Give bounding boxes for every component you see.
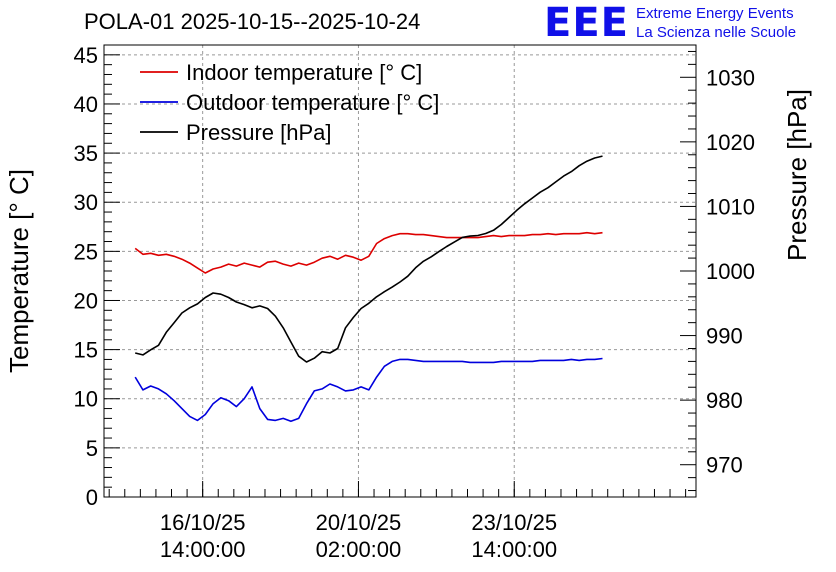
y-tick-label: 30 (74, 190, 98, 215)
logo-caption-line1: Extreme Energy Events (636, 5, 794, 22)
y-tick-label: 20 (74, 288, 98, 313)
y-tick-label: 45 (74, 43, 98, 68)
y2-tick-label: 1000 (706, 259, 755, 284)
y2-tick-label: 1020 (706, 130, 755, 155)
x-tick-label-date: 20/10/25 (316, 510, 402, 535)
x-tick-label-time: 14:00:00 (471, 537, 557, 562)
logo-caption-line2: La Scienza nelle Scuole (636, 24, 797, 41)
y-tick-label: 0 (86, 485, 98, 510)
y-tick-label: 5 (86, 436, 98, 461)
y-tick-label: 25 (74, 239, 98, 264)
axes: 0 5 10 15 20 25 30 35 40 45 970 980 990 1000 1010 1020 1… (4, 43, 812, 562)
y-tick-label: 35 (74, 141, 98, 166)
pressure-line (135, 155, 603, 363)
x-tick-label-date: 23/10/25 (471, 510, 557, 535)
x-tick-label-date: 16/10/25 (160, 510, 246, 535)
eee-logo: EEE (544, 0, 629, 46)
logo-caption: Extreme Energy Events La Scienza nelle S… (636, 4, 796, 42)
y2-tick-label: 1030 (706, 65, 755, 90)
x-tick-label-time: 14:00:00 (160, 537, 246, 562)
chart-title: POLA-01 2025-10-15--2025-10-24 (84, 9, 421, 34)
outdoor-temperature-line (134, 357, 603, 423)
legend-label: Pressure [hPa] (186, 120, 332, 145)
legend-label: Indoor temperature [° C] (186, 60, 422, 85)
indoor-temperature-line (134, 231, 603, 274)
y-axis-title: Temperature [° C] (4, 169, 34, 373)
y-tick-label: 40 (74, 92, 98, 117)
y2-tick-label: 1010 (706, 194, 755, 219)
gridlines (104, 45, 696, 498)
y2-tick-label: 970 (706, 453, 743, 478)
y2-tick-label: 990 (706, 324, 743, 349)
y2-axis-title: Pressure [hPa] (782, 89, 812, 261)
series-lines (134, 155, 603, 423)
x-tick-label-time: 02:00:00 (316, 537, 402, 562)
y2-tick-label: 980 (706, 388, 743, 413)
legend: Indoor temperature [° C] Outdoor temperat… (140, 60, 439, 145)
y-tick-label: 10 (74, 387, 98, 412)
y-tick-label: 15 (74, 338, 98, 363)
legend-label: Outdoor temperature [° C] (186, 90, 439, 115)
